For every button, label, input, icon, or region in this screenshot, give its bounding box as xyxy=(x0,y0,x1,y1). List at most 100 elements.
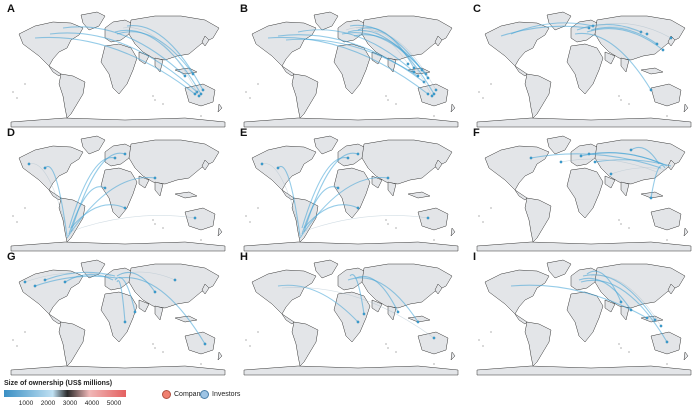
legend-item-investors: Investors xyxy=(200,390,240,399)
panel-label: G xyxy=(7,251,16,263)
ownership-flow-line xyxy=(510,22,594,35)
ownership-flow-line xyxy=(574,32,652,91)
investor-marker xyxy=(669,36,673,40)
landmass xyxy=(407,315,431,323)
island xyxy=(24,83,26,85)
island xyxy=(257,207,259,209)
scale-tick-label: 4000 xyxy=(84,400,100,407)
landmass xyxy=(201,283,210,295)
island xyxy=(628,351,630,353)
landmass xyxy=(10,117,226,128)
island xyxy=(249,221,251,223)
investor-marker xyxy=(123,206,127,210)
landmass xyxy=(361,15,453,61)
investor-marker xyxy=(426,76,430,80)
island xyxy=(12,215,14,217)
investor-marker xyxy=(406,62,410,66)
ownership-flow-line xyxy=(118,277,206,345)
island xyxy=(12,339,14,341)
island xyxy=(257,331,259,333)
landmass xyxy=(138,175,150,189)
world-map xyxy=(476,259,692,376)
ownership-flow-line xyxy=(582,25,648,35)
landmass xyxy=(524,321,552,367)
investor-marker xyxy=(113,156,117,160)
island xyxy=(154,347,156,349)
investor-marker xyxy=(653,318,657,322)
investor-marker xyxy=(276,166,280,170)
landmass xyxy=(434,35,443,47)
landmass xyxy=(313,135,339,155)
landmass xyxy=(291,73,319,119)
landmass xyxy=(604,175,616,189)
landmass xyxy=(128,139,220,185)
landmass xyxy=(10,241,226,252)
investor-marker xyxy=(412,66,416,70)
ownership-flow-line xyxy=(114,276,136,313)
investor-marker xyxy=(426,216,430,220)
ownership-flow-line xyxy=(66,176,156,239)
landmass xyxy=(281,313,295,325)
landmass xyxy=(154,181,164,197)
scale-tick-label: 3000 xyxy=(62,400,78,407)
landmass xyxy=(128,15,220,61)
island xyxy=(24,207,26,209)
investor-marker xyxy=(356,152,360,156)
investor-marker xyxy=(183,74,187,78)
panel-label: E xyxy=(240,127,248,139)
landmass xyxy=(514,189,528,201)
landmass xyxy=(484,145,550,191)
landmass xyxy=(434,283,443,295)
investor-marker xyxy=(426,92,430,96)
island xyxy=(200,363,202,365)
landmass xyxy=(604,299,616,313)
landmass xyxy=(546,259,572,279)
ownership-flow-line xyxy=(114,29,202,95)
investor-marker xyxy=(579,154,583,158)
investor-marker xyxy=(639,30,643,34)
ownership-flow-line xyxy=(44,165,68,237)
ownership-flow-line xyxy=(353,34,429,79)
ownership-flow-line xyxy=(586,28,664,51)
landmass xyxy=(333,291,371,343)
ownership-flow-line xyxy=(261,163,299,225)
landmass xyxy=(217,227,223,237)
investor-marker xyxy=(649,88,653,92)
map-panel-a: A xyxy=(5,3,230,129)
island xyxy=(245,339,247,341)
island xyxy=(249,345,251,347)
world-map xyxy=(243,135,459,252)
ownership-flow-line xyxy=(594,159,672,167)
investor-marker xyxy=(336,186,340,190)
island xyxy=(385,219,387,221)
panel-label: F xyxy=(473,127,480,139)
investor-marker xyxy=(665,340,669,344)
landmass xyxy=(417,331,449,355)
ownership-flow-line xyxy=(590,27,658,45)
landmass xyxy=(333,43,371,95)
map-panel-g: G xyxy=(5,251,230,377)
landmass xyxy=(251,269,317,315)
world-map xyxy=(243,259,459,376)
ownership-flow-line xyxy=(355,276,399,313)
investor-marker xyxy=(123,320,127,324)
ownership-flow-line xyxy=(64,273,114,283)
landmass xyxy=(546,11,572,31)
map-panel-f: F xyxy=(471,127,696,253)
ownership-flow-line xyxy=(68,186,106,235)
investor-marker xyxy=(103,186,107,190)
landmass xyxy=(48,189,62,201)
landmass xyxy=(524,73,552,119)
landmass xyxy=(174,315,198,323)
island xyxy=(245,215,247,217)
landmass xyxy=(514,65,528,77)
investor-marker xyxy=(396,310,400,314)
ownership-flow-line xyxy=(576,23,642,33)
landmass xyxy=(407,191,431,199)
landmass xyxy=(313,259,339,279)
ownership-flow-line xyxy=(70,204,126,229)
landmass xyxy=(18,21,84,67)
panel-label: C xyxy=(473,3,481,15)
legend-title: Size of ownership (US$ millions) xyxy=(4,380,113,387)
island xyxy=(478,215,480,217)
